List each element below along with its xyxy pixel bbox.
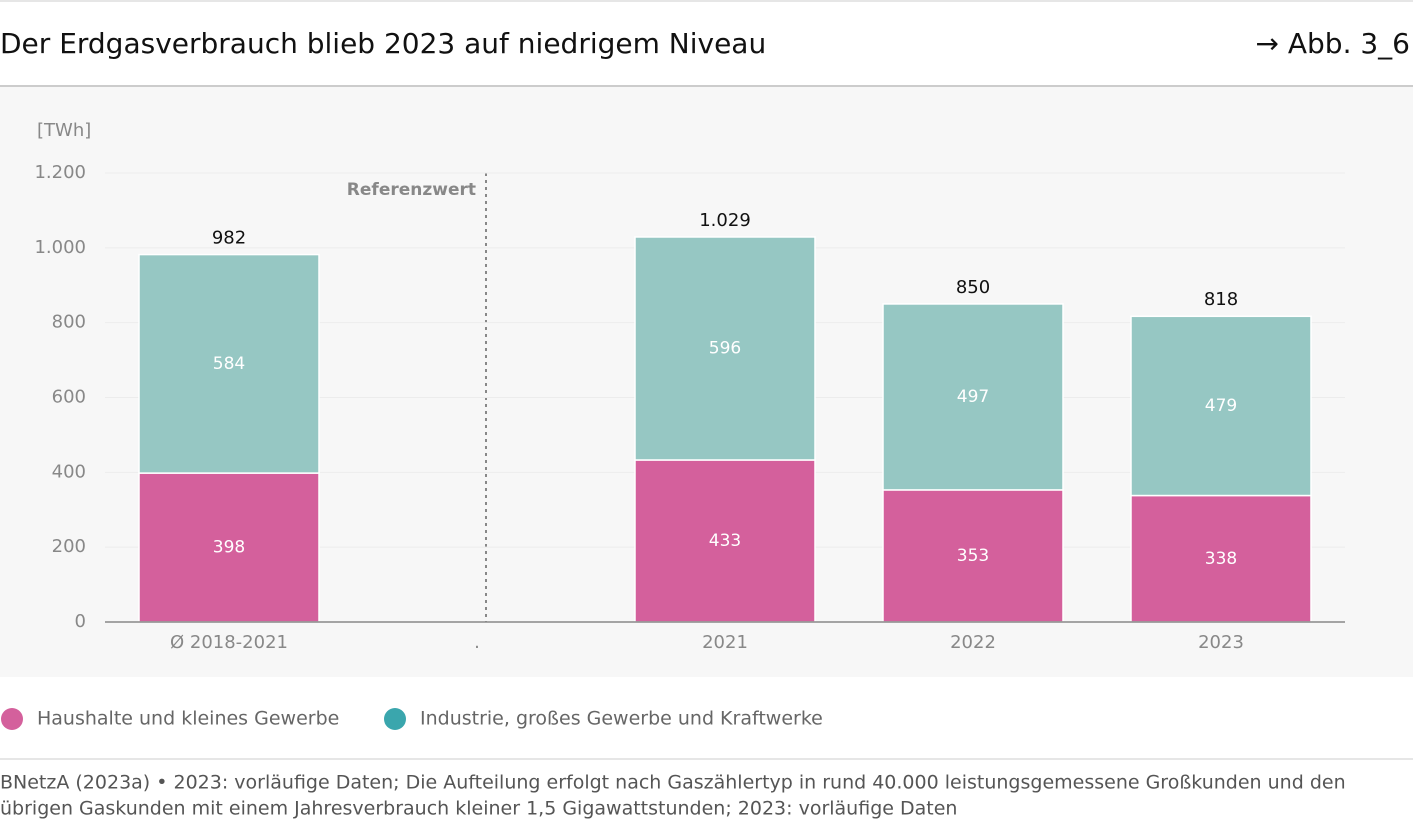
bar-segment xyxy=(138,253,320,474)
bar-segment xyxy=(1130,494,1312,623)
legend-marker xyxy=(1,708,23,730)
annotation: Referenzwert xyxy=(347,180,476,200)
y-tick-label: 1.200 xyxy=(34,162,86,183)
segment-label: 398 xyxy=(213,538,245,558)
y-tick-label: 200 xyxy=(52,536,86,557)
x-tick-label: 2022 xyxy=(950,632,996,653)
segment-label: 353 xyxy=(957,546,989,566)
segment-label: 433 xyxy=(709,531,741,551)
total-label: 850 xyxy=(956,277,990,298)
legend-marker xyxy=(384,708,406,730)
y-tick-label: 600 xyxy=(52,387,86,408)
x-tick-label: 2023 xyxy=(1198,632,1244,653)
title: Der Erdgasverbrauch blieb 2023 auf niedr… xyxy=(0,27,766,60)
y-tick-label: 800 xyxy=(52,312,86,333)
total-label: 982 xyxy=(212,228,246,249)
y-tick-label: 1.000 xyxy=(34,237,86,258)
segment-label: 338 xyxy=(1205,549,1237,569)
x-tick-label: 2021 xyxy=(702,632,748,653)
bar-segment xyxy=(882,303,1064,491)
bar-segment xyxy=(1130,315,1312,497)
y-tick-label: 400 xyxy=(52,461,86,482)
total-label: 818 xyxy=(1204,289,1238,310)
segment-label: 497 xyxy=(957,387,989,407)
segment-label: 596 xyxy=(709,338,741,358)
total-label: 1.029 xyxy=(699,210,751,231)
x-tick-label: . xyxy=(474,632,480,653)
figure-ref: → Abb. 3_6 xyxy=(1256,27,1411,60)
bar-segment xyxy=(634,236,816,461)
y-tick-label: 0 xyxy=(75,611,86,632)
y-axis-label: [TWh] xyxy=(37,120,91,141)
source: BNetzA (2023a) • 2023: vorläufige Daten;… xyxy=(0,772,1346,794)
segment-label: 479 xyxy=(1205,396,1237,416)
legend-label: Industrie, großes Gewerbe und Kraftwerke xyxy=(420,708,823,730)
x-tick-label: Ø 2018-2021 xyxy=(170,632,288,653)
source: übrigen Gaskunden mit einem Jahresverbra… xyxy=(0,798,957,820)
legend-label: Haushalte und kleines Gewerbe xyxy=(37,708,339,730)
segment-label: 584 xyxy=(213,354,245,374)
bar-segment xyxy=(882,489,1064,623)
